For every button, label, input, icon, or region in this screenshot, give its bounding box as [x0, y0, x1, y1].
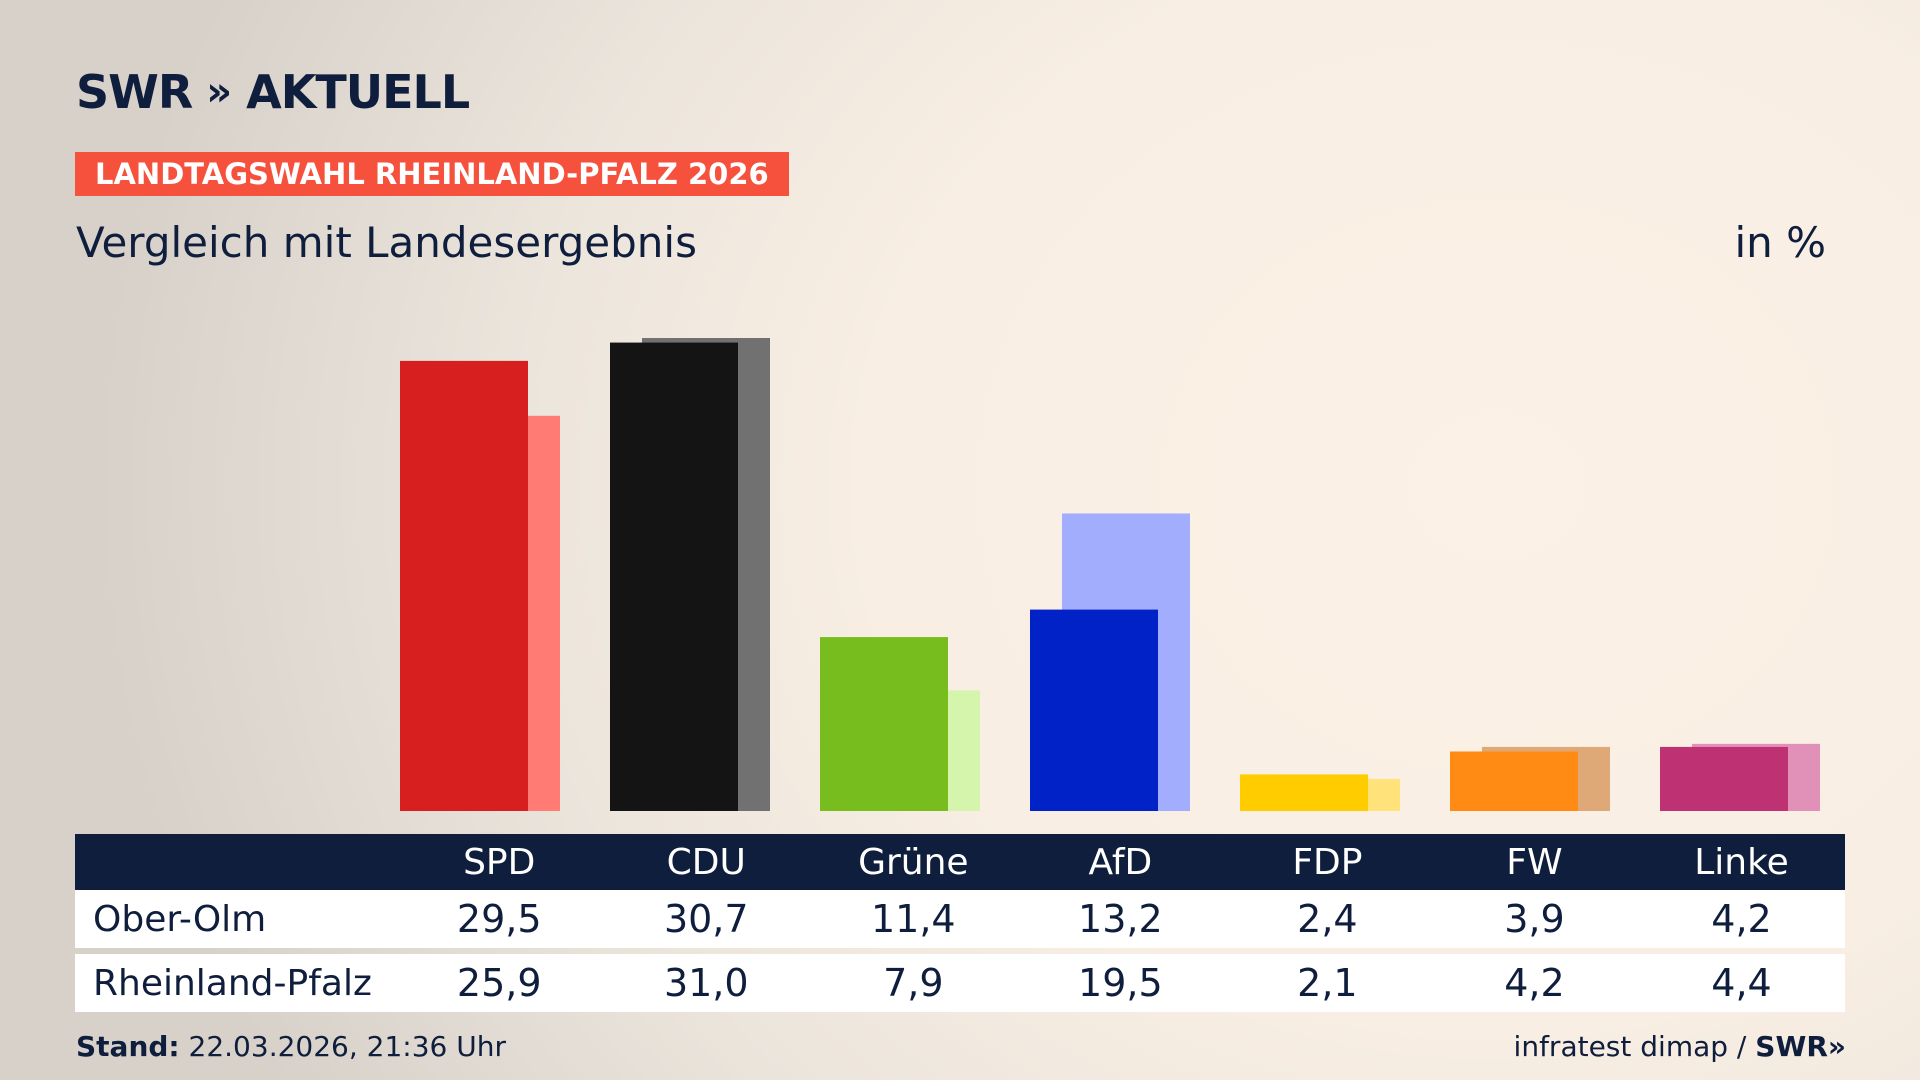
row-label-ober-olm: Ober-Olm	[93, 898, 267, 940]
bar-ober-olm-fdp	[1240, 774, 1368, 811]
election-banner: LANDTAGSWAHL RHEINLAND-PFALZ 2026	[75, 152, 789, 196]
table-cell: 4,2	[1504, 961, 1565, 1005]
bar-ober-olm-cdu	[610, 342, 738, 811]
logo-swr-text: SWR	[76, 65, 193, 119]
party-header-afd: AfD	[1088, 841, 1153, 883]
swr-aktuell-logo: SWR » AKTUELL	[76, 65, 470, 119]
source-chevron-icon: »	[1827, 1030, 1846, 1063]
timestamp: Stand: 22.03.2026, 21:36 Uhr	[76, 1030, 506, 1063]
table-row: Ober-Olm 29,5 30,7 11,4 13,2 2,4 3,9 4,2	[75, 890, 1845, 948]
table-cell: 29,5	[456, 897, 542, 941]
party-header-cdu: CDU	[666, 841, 746, 883]
results-table: SPD CDU Grüne AfD FDP FW Linke Ober-Olm …	[75, 834, 1845, 1012]
stand-label: Stand:	[76, 1030, 180, 1063]
bar-ober-olm-linke	[1660, 746, 1788, 811]
table-cell: 25,9	[456, 961, 542, 1005]
bar-chart	[400, 338, 1820, 811]
table-header: SPD CDU Grüne AfD FDP FW Linke	[75, 834, 1845, 890]
table-cell: 4,4	[1711, 961, 1772, 1005]
source-credit: infratest dimap / SWR»	[1514, 1030, 1846, 1063]
party-header-fw: FW	[1506, 841, 1563, 883]
chart-subtitle: Vergleich mit Landesergebnis	[76, 218, 697, 267]
table-cell: 11,4	[871, 897, 956, 941]
table-cell: 19,5	[1078, 961, 1163, 1005]
bar-ober-olm-spd	[400, 360, 528, 811]
party-header-spd: SPD	[463, 841, 536, 883]
table-row: Rheinland-Pfalz 25,9 31,0 7,9 19,5 2,1 4…	[75, 954, 1845, 1012]
party-header-gruene: Grüne	[858, 841, 969, 883]
bar-ober-olm-fw	[1450, 751, 1578, 811]
table-cell: 13,2	[1078, 897, 1163, 941]
party-header-linke: Linke	[1694, 841, 1789, 883]
table-cell: 4,2	[1711, 897, 1772, 941]
unit-label: in %	[1734, 218, 1826, 267]
logo-brand-text: AKTUELL	[246, 65, 470, 119]
row-label-rheinland-pfalz: Rheinland-Pfalz	[93, 962, 372, 1004]
bar-ober-olm-gruene	[820, 637, 948, 811]
table-cell: 3,9	[1504, 897, 1565, 941]
bar-ober-olm-afd	[1030, 609, 1158, 811]
table-cell: 2,4	[1297, 897, 1358, 941]
stand-value: 22.03.2026, 21:36 Uhr	[188, 1030, 506, 1063]
source-text: infratest dimap /	[1513, 1030, 1747, 1063]
source-brand: SWR	[1755, 1030, 1828, 1063]
table-cell: 31,0	[663, 961, 749, 1005]
table-cell: 7,9	[883, 961, 944, 1005]
party-header-fdp: FDP	[1292, 841, 1363, 883]
table-cell: 2,1	[1297, 961, 1358, 1005]
table-cell: 30,7	[663, 897, 749, 941]
